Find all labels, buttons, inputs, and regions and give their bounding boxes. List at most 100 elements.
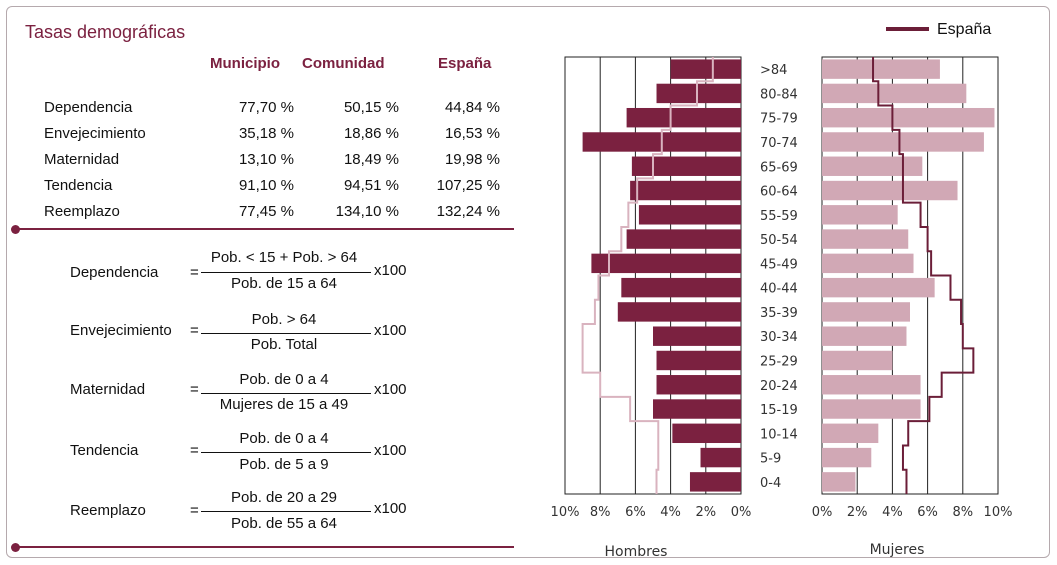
men-bar [656,375,741,395]
column-header-comunidad: Comunidad [302,55,385,72]
tick-label: 2% [695,505,716,520]
section-divider [16,546,514,548]
rate-value: 91,10 % [238,177,294,194]
tick-label: 10% [984,505,1013,520]
formula-label: Dependencia [70,264,159,281]
age-group-label: 75-79 [760,112,798,127]
formula-factor: x100 [374,262,407,279]
men-espana-line [581,57,714,494]
tick-label: 2% [847,505,868,520]
men-bar [670,59,741,79]
formula-factor: x100 [374,381,407,398]
men-bar [700,447,741,468]
rate-value: 35,18 % [238,125,294,142]
rate-value: 107,25 % [436,177,500,194]
age-group-label: 45-49 [760,257,798,272]
rate-label: Dependencia [44,99,133,116]
age-group-label: 35-39 [760,306,798,321]
women-bar [822,253,914,274]
fraction-bar [201,452,371,453]
men-bar [653,399,741,419]
age-group-label: 0-4 [760,476,781,491]
women-bar [822,302,910,322]
age-group-label: 20-24 [760,379,798,394]
formula-label: Tendencia [70,442,139,459]
legend-label: España [937,21,991,38]
women-bar [822,326,907,346]
women-bar [822,447,872,468]
women-bar [822,472,856,492]
rate-value: 77,70 % [238,99,294,116]
formula-denominator: Mujeres de 15 a 49 [219,396,349,413]
women-bar [822,59,940,79]
age-group-label: >84 [760,63,787,78]
formula-denominator: Pob. Total [250,336,318,353]
rate-value: 16,53 % [444,125,500,142]
rate-value: 132,24 % [436,203,500,220]
tick-label: 4% [660,505,681,520]
formula-label: Maternidad [70,381,146,398]
formula-numerator: Pob. de 0 a 4 [239,371,329,388]
men-bar [630,180,741,201]
tick-label: 8% [590,505,611,520]
rate-value: 18,49 % [343,151,399,168]
tick-label: 0% [812,505,833,520]
men-bar [631,156,741,176]
men-bar [653,326,741,346]
tick-label: 6% [625,505,646,520]
rate-value: 13,10 % [238,151,294,168]
age-group-label: 10-14 [760,427,798,442]
age-group-label: 25-29 [760,354,798,369]
women-bar [822,277,935,298]
age-group-label: 5-9 [760,452,781,467]
men-axis-title: Hombres [605,544,668,560]
men-bar [672,423,741,444]
rate-value: 94,51 % [343,177,399,194]
equals-sign: = [190,381,199,398]
formula-denominator: Pob. de 15 a 64 [231,275,337,292]
panel-frame [6,6,1050,558]
formula-numerator: Pob. < 15 + Pob. > 64 [210,249,358,266]
column-header-espana: España [438,55,492,72]
women-bar [822,107,995,128]
tick-label: 6% [917,505,938,520]
fraction-bar [201,393,371,394]
women-espana-line [872,57,975,494]
formula-numerator: Pob. de 20 a 29 [231,489,337,506]
age-group-label: 30-34 [760,330,798,345]
formula-denominator: Pob. de 5 a 9 [239,456,329,473]
men-bar [626,229,741,249]
rate-value: 134,10 % [335,203,399,220]
men-bar [656,83,741,104]
men-bar [638,205,741,225]
equals-sign: = [190,442,199,459]
equals-sign: = [190,264,199,281]
section-divider [16,228,514,230]
rate-value: 18,86 % [343,125,399,142]
women-bar [822,132,984,152]
women-bar [822,399,921,419]
rate-label: Maternidad [44,151,120,168]
rates-title: Tasas demográficas [25,22,186,42]
tick-label: 8% [952,505,973,520]
age-group-label: 65-69 [760,160,798,175]
women-bar [822,156,923,176]
formula-numerator: Pob. > 64 [251,311,317,328]
men-bar [689,472,741,492]
women-bar [822,180,958,201]
fraction-bar [201,333,371,334]
fraction-bar [201,272,371,273]
rate-label: Reemplazo [44,203,120,220]
formula-numerator: Pob. de 0 a 4 [239,430,329,447]
column-header-municipio: Municipio [210,55,280,72]
women-bar [822,423,879,444]
divider-dot [11,225,20,234]
formula-factor: x100 [374,442,407,459]
divider-dot [11,543,20,552]
women-bar [822,375,921,395]
equals-sign: = [190,322,199,339]
men-bar [621,277,741,298]
age-group-label: 40-44 [760,282,798,297]
fraction-bar [201,511,371,512]
